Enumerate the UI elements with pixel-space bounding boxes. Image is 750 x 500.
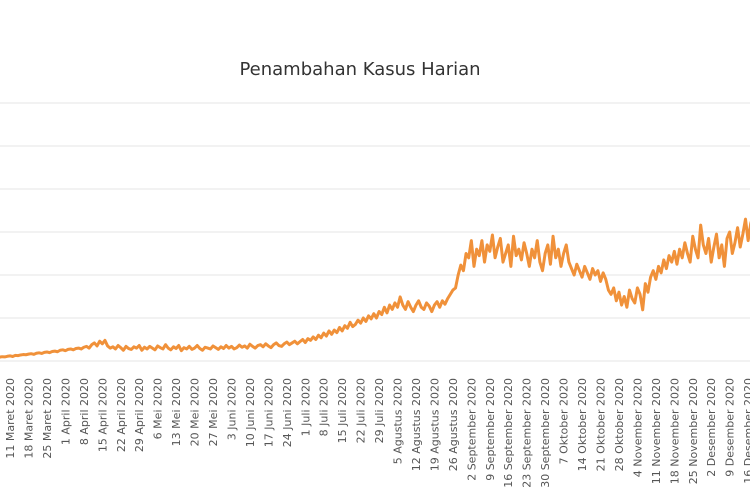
x-tick-label: 28 Oktober 2020 bbox=[613, 378, 626, 471]
x-tick-label: 6 Mei 2020 bbox=[152, 378, 165, 439]
x-tick-label: 3 Juni 2020 bbox=[225, 378, 238, 440]
x-tick-label: 25 November 2020 bbox=[687, 378, 700, 484]
x-tick-label: 25 Maret 2020 bbox=[41, 378, 54, 459]
x-tick-label: 16 Desember 2020 bbox=[742, 378, 750, 484]
x-tick-label: 18 Maret 2020 bbox=[22, 378, 35, 459]
x-tick-label: 30 September 2020 bbox=[539, 378, 552, 488]
x-tick-label: 16 September 2020 bbox=[502, 378, 515, 488]
x-tick-label: 14 Oktober 2020 bbox=[576, 378, 589, 471]
x-tick-label: 2 Desember 2020 bbox=[705, 378, 718, 477]
x-tick-label: 17 Juni 2020 bbox=[262, 378, 275, 447]
x-tick-label: 11 Maret 2020 bbox=[4, 378, 17, 459]
x-tick-label: 7 Oktober 2020 bbox=[558, 378, 571, 464]
x-tick-label: 20 Mei 2020 bbox=[189, 378, 202, 446]
x-tick-label: 22 April 2020 bbox=[115, 378, 128, 452]
x-tick-label: 8 April 2020 bbox=[78, 378, 91, 445]
x-tick-label: 11 November 2020 bbox=[650, 378, 663, 484]
x-tick-label: 24 Juni 2020 bbox=[281, 378, 294, 447]
x-tick-label: 5 Agustus 2020 bbox=[392, 378, 405, 464]
x-tick-label: 1 Juli 2020 bbox=[299, 378, 312, 436]
x-tick-label: 9 Desember 2020 bbox=[724, 378, 737, 477]
x-tick-label: 22 Juli 2020 bbox=[355, 378, 368, 443]
x-tick-label: 15 April 2020 bbox=[96, 378, 109, 452]
chart-title: Penambahan Kasus Harian bbox=[239, 59, 480, 80]
x-tick-label: 9 September 2020 bbox=[484, 378, 497, 481]
data-line bbox=[0, 217, 750, 359]
x-tick-label: 2 September 2020 bbox=[465, 378, 478, 481]
x-tick-label: 15 Juli 2020 bbox=[336, 378, 349, 443]
x-tick-label: 21 Oktober 2020 bbox=[595, 378, 608, 471]
x-tick-label: 23 September 2020 bbox=[521, 378, 534, 488]
x-tick-label: 18 November 2020 bbox=[668, 378, 681, 484]
x-tick-label: 27 Mei 2020 bbox=[207, 378, 220, 446]
x-tick-label: 4 November 2020 bbox=[631, 378, 644, 477]
x-tick-label: 29 April 2020 bbox=[133, 378, 146, 452]
x-tick-label: 8 Juli 2020 bbox=[318, 378, 331, 436]
x-tick-label: 10 Juni 2020 bbox=[244, 378, 257, 447]
x-tick-label: 1 April 2020 bbox=[59, 378, 72, 445]
x-tick-label: 13 Mei 2020 bbox=[170, 378, 183, 446]
x-tick-label: 12 Agustus 2020 bbox=[410, 378, 423, 471]
x-tick-label: 19 Agustus 2020 bbox=[428, 378, 441, 471]
x-tick-label: 29 Juli 2020 bbox=[373, 378, 386, 443]
x-tick-label: 26 Agustus 2020 bbox=[447, 378, 460, 471]
